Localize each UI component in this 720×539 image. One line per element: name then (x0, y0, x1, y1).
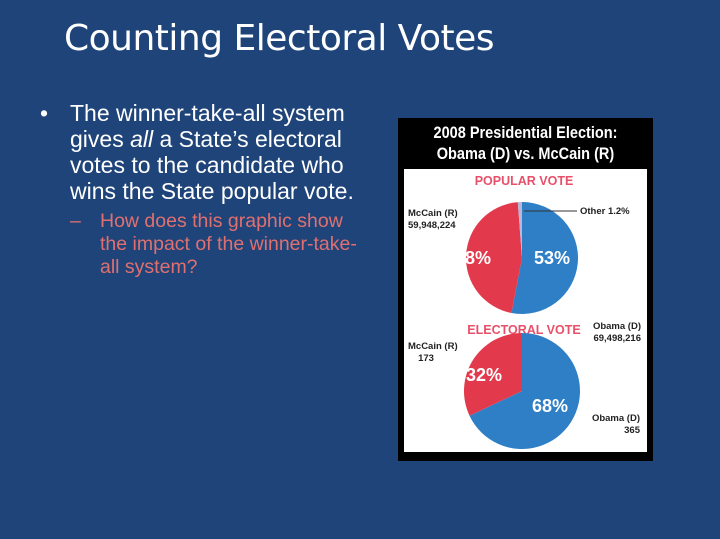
graphic-title-line: Obama (D) vs. McCain (R) (436, 145, 615, 163)
bullet-text-part: The winner-take-all system gives (70, 100, 345, 152)
vote-count-label: 59,948,224 (408, 220, 456, 231)
slice-percent-label: 32% (466, 365, 502, 385)
candidate-name-label: Obama (D) (593, 321, 641, 332)
vote-count-label: 365 (624, 425, 641, 436)
bullet-text-part: a State’s electoral votes to the candida… (70, 126, 354, 204)
bullet-text: The winner-take-all system gives all a S… (70, 100, 370, 204)
slice-percent-label: 53% (534, 248, 570, 268)
vote-count-label: 173 (418, 353, 434, 364)
pie-subtitle: ELECTORAL VOTE (467, 323, 580, 337)
election-graphic: 2008 Presidential Election: Obama (D) vs… (398, 118, 653, 461)
pie-subtitle: POPULAR VOTE (475, 174, 574, 188)
candidate-name-label: McCain (R) (408, 341, 458, 352)
chart-panel: POPULAR VOTE 53% Obama (D) 69,498,216 45.8% M… (404, 169, 647, 452)
graphic-title-line: 2008 Presidential Election: (433, 124, 618, 142)
slide-title: Counting Electoral Votes (64, 18, 495, 59)
other-label: Other 1.2% (580, 206, 630, 217)
pie-slice-other (517, 202, 522, 258)
pie-slice-mccain (466, 202, 522, 314)
bullet-list: • The winner-take-all system gives all a… (40, 100, 370, 279)
vote-count-label: 69,498,216 (593, 333, 641, 344)
slice-percent-label: 45.8% (440, 248, 491, 268)
slice-percent-label: 68% (532, 396, 568, 416)
bullet-item: • The winner-take-all system gives all a… (40, 100, 370, 204)
candidate-name-label: McCain (R) (408, 208, 458, 219)
pie-slice-obama (469, 333, 580, 449)
candidate-name-label: Obama (D) (592, 413, 640, 424)
sub-bullet-marker: – (70, 210, 81, 232)
bullet-marker: • (40, 100, 49, 126)
sub-bullet-item: – How does this graphic show the impact … (70, 210, 370, 279)
sub-bullet-text: How does this graphic show the impact of… (100, 210, 357, 278)
graphic-title: 2008 Presidential Election: Obama (D) vs… (413, 123, 637, 165)
bullet-text-italic: all (130, 126, 154, 152)
pie-slice-mccain (464, 333, 522, 416)
pie-slice-obama (511, 202, 578, 314)
